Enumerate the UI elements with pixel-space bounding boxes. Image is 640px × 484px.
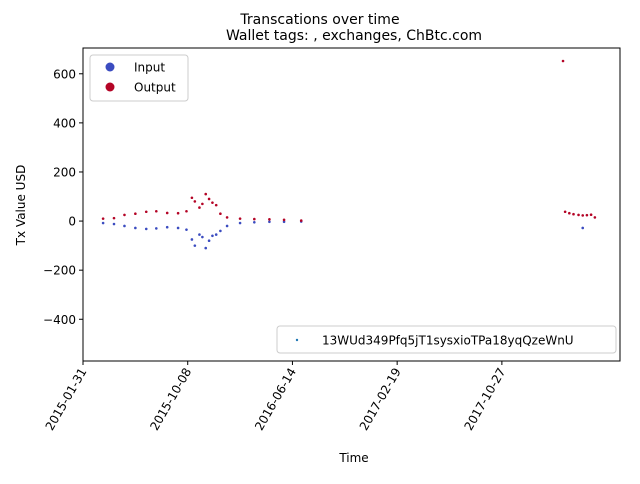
output-point	[589, 213, 593, 216]
output-point	[238, 217, 242, 220]
input-point	[144, 227, 148, 231]
input-point	[207, 239, 211, 243]
output-point	[577, 213, 580, 217]
output-point	[101, 217, 105, 220]
address-legend: 13WUd349Pfq5jT1sysxioTPa18yqQzeWnU	[276, 325, 617, 354]
output-point	[185, 209, 188, 213]
input-point	[204, 246, 208, 250]
output-point	[572, 212, 575, 216]
plot-area-frame	[82, 47, 621, 362]
chart-title: Transcations over time	[239, 12, 399, 28]
output-point	[112, 216, 116, 220]
input-point	[201, 235, 204, 239]
output-point	[581, 214, 585, 217]
output-point	[214, 203, 218, 207]
legend: Input Output	[89, 54, 189, 102]
y-axis-label: Tx Value USD	[14, 165, 28, 247]
input-point	[198, 233, 201, 236]
input-point	[190, 238, 194, 241]
output-point	[225, 216, 229, 219]
y-tick-label: 200	[53, 165, 76, 179]
input-point	[123, 224, 126, 228]
output-point	[190, 196, 194, 200]
input-point	[193, 244, 197, 247]
legend-marker-output	[105, 82, 115, 92]
output-point	[568, 211, 571, 215]
legend-label-input: Input	[134, 61, 165, 75]
output-point	[268, 218, 271, 221]
input-point	[211, 234, 214, 238]
output-point	[165, 211, 169, 215]
output-point	[253, 217, 256, 221]
output-point	[563, 210, 567, 214]
input-point	[214, 233, 218, 236]
output-point	[155, 209, 158, 213]
address-legend-box	[276, 325, 617, 354]
y-axis: 600 400 200 0 −200 −400	[43, 67, 83, 327]
output-point	[561, 59, 565, 63]
input-point	[268, 220, 271, 224]
output-point	[219, 212, 222, 216]
input-point	[282, 220, 286, 224]
output-point	[201, 202, 204, 206]
y-tick-label: 0	[68, 215, 76, 229]
input-point	[225, 224, 229, 228]
output-point	[204, 192, 208, 196]
output-point	[299, 219, 303, 222]
input-point	[134, 226, 137, 230]
output-point	[211, 201, 214, 204]
output-point	[176, 211, 180, 215]
output-point	[123, 213, 126, 217]
legend-marker-input	[105, 62, 115, 72]
input-point	[101, 221, 105, 225]
address-legend-marker	[295, 338, 299, 342]
output-point	[585, 213, 589, 217]
input-point	[155, 227, 158, 230]
legend-box	[89, 54, 189, 102]
input-point	[238, 221, 242, 225]
input-point	[176, 226, 180, 230]
output-point	[193, 200, 197, 203]
input-point	[185, 228, 188, 231]
y-tick-label: 600	[53, 67, 76, 81]
chart-subtitle: Wallet tags: , exchanges, ChBtc.com	[226, 28, 482, 44]
output-point	[282, 218, 286, 222]
input-point	[253, 220, 256, 224]
output-point	[134, 212, 137, 216]
output-point	[593, 216, 597, 219]
y-tick-label: −400	[43, 313, 76, 327]
input-point	[581, 226, 585, 230]
input-point	[112, 222, 116, 226]
input-point	[219, 229, 222, 233]
y-tick-label: −200	[43, 264, 76, 278]
output-point	[198, 206, 201, 209]
y-tick-label: 400	[53, 116, 76, 130]
address-legend-label: 13WUd349Pfq5jT1sysxioTPa18yqQzeWnU	[322, 334, 574, 348]
legend-label-output: Output	[134, 81, 176, 95]
output-point	[144, 210, 148, 214]
output-point	[207, 197, 211, 201]
input-point	[165, 225, 169, 229]
x-axis-label: Time	[338, 451, 368, 465]
data-points	[101, 59, 597, 250]
